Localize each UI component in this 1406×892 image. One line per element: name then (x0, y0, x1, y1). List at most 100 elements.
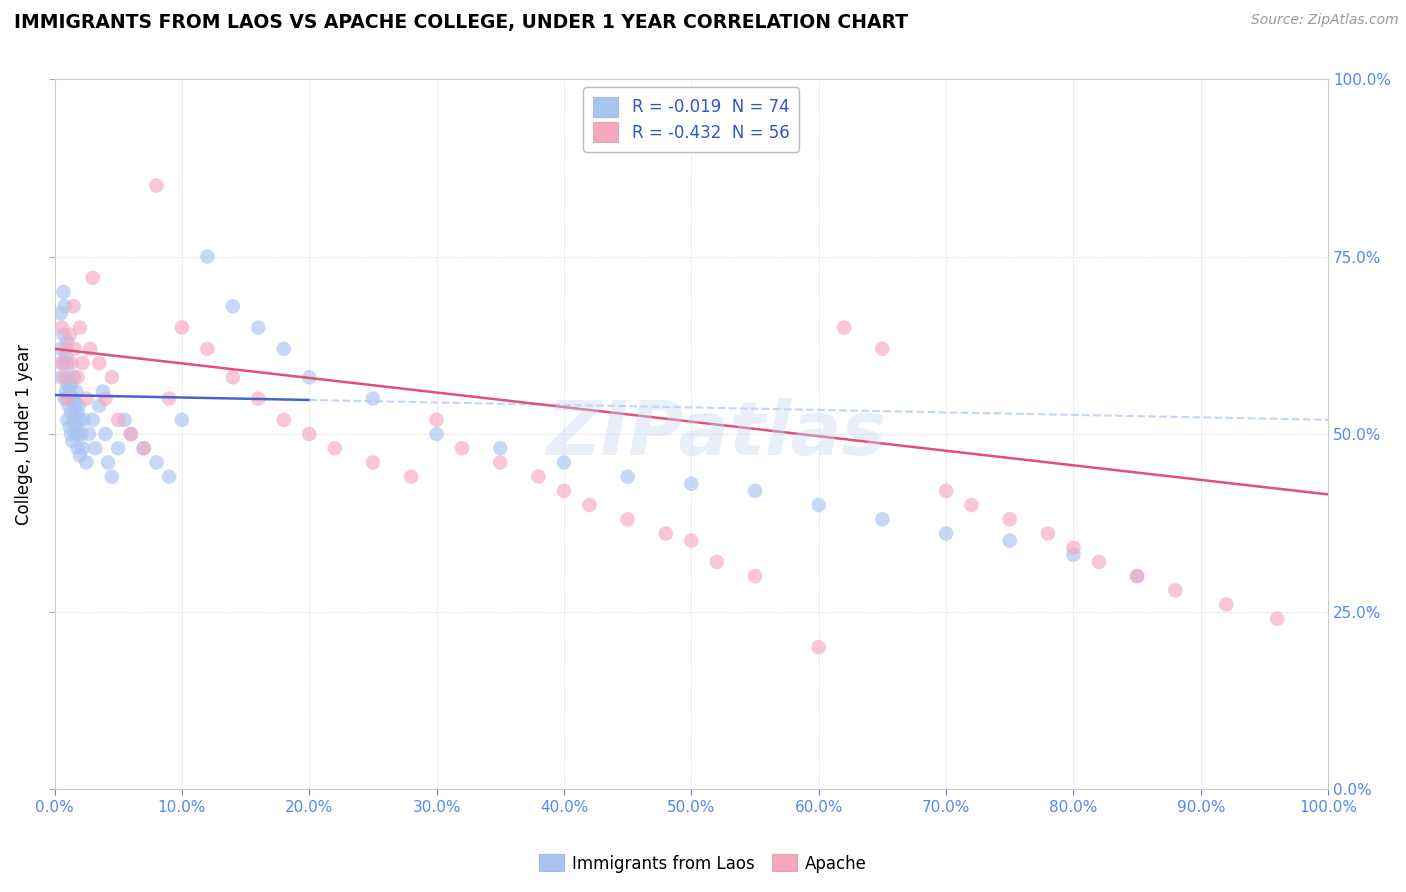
Point (578, 498, 600, 512)
Point (87, 356, 110, 370)
Point (49, 342, 72, 356)
Point (53, 392, 76, 406)
Point (56, 356, 79, 370)
Point (63, 342, 86, 356)
Point (706, 555, 728, 569)
Point (247, 320, 270, 334)
Point (91, 384, 114, 399)
Point (58, 399, 80, 413)
Point (52, 356, 75, 370)
Point (132, 442, 155, 456)
Point (222, 370, 245, 384)
Point (59, 327, 82, 342)
Point (101, 469, 124, 483)
Point (323, 442, 346, 456)
Point (157, 392, 180, 406)
Point (75, 455, 97, 469)
Point (1164, 583, 1187, 598)
Point (94, 427, 117, 442)
Point (55, 342, 77, 356)
Point (60, 392, 83, 406)
Point (426, 413, 449, 427)
Point (222, 299, 245, 313)
Point (273, 342, 295, 356)
Point (60, 406, 83, 420)
Point (681, 476, 703, 491)
Point (60, 427, 83, 442)
Point (298, 427, 321, 442)
Point (998, 512, 1021, 526)
Point (170, 413, 193, 427)
Point (195, 342, 218, 356)
Text: ZIPatlas: ZIPatlas (547, 398, 887, 471)
Point (273, 413, 295, 427)
Point (55, 384, 77, 399)
Point (72, 442, 94, 456)
Point (67, 427, 90, 442)
Point (960, 498, 983, 512)
Point (195, 250, 218, 264)
Point (60, 377, 83, 392)
Legend: Immigrants from Laos, Apache: Immigrants from Laos, Apache (533, 847, 873, 880)
Point (157, 469, 180, 483)
Point (807, 498, 830, 512)
Point (655, 526, 678, 541)
Point (56, 392, 79, 406)
Point (56, 334, 79, 349)
Point (1036, 526, 1059, 541)
Point (101, 370, 124, 384)
Point (107, 442, 129, 456)
Point (399, 469, 422, 483)
Point (935, 483, 957, 498)
Point (107, 413, 129, 427)
Point (75, 392, 97, 406)
Point (120, 427, 142, 442)
Point (53, 299, 76, 313)
Point (52, 327, 75, 342)
Point (49, 356, 72, 370)
Point (84, 442, 107, 456)
Point (1126, 569, 1149, 583)
Point (527, 469, 550, 483)
Point (72, 356, 94, 370)
Point (361, 455, 384, 469)
Point (73, 413, 96, 427)
Point (66, 442, 89, 456)
Point (67, 399, 90, 413)
Point (63, 427, 86, 442)
Point (1126, 569, 1149, 583)
Point (114, 413, 136, 427)
Point (77, 427, 100, 442)
Point (832, 320, 855, 334)
Point (426, 427, 449, 442)
Point (298, 370, 321, 384)
Point (120, 427, 142, 442)
Point (87, 399, 110, 413)
Point (807, 640, 830, 654)
Point (79, 342, 101, 356)
Point (97, 455, 120, 469)
Point (451, 442, 474, 456)
Point (145, 455, 167, 469)
Point (872, 342, 894, 356)
Point (935, 526, 957, 541)
Point (361, 392, 384, 406)
Point (489, 442, 512, 456)
Point (94, 392, 117, 406)
Point (58, 370, 80, 384)
Point (53, 370, 76, 384)
Point (1265, 612, 1288, 626)
Point (62, 370, 84, 384)
Point (82, 270, 104, 285)
Point (70, 427, 93, 442)
Point (1215, 598, 1237, 612)
Point (60, 356, 83, 370)
Point (69, 449, 91, 463)
Point (998, 533, 1021, 548)
Point (489, 455, 512, 469)
Point (170, 320, 193, 334)
Point (82, 413, 104, 427)
Point (65, 420, 87, 434)
Point (1088, 555, 1111, 569)
Point (69, 320, 91, 334)
